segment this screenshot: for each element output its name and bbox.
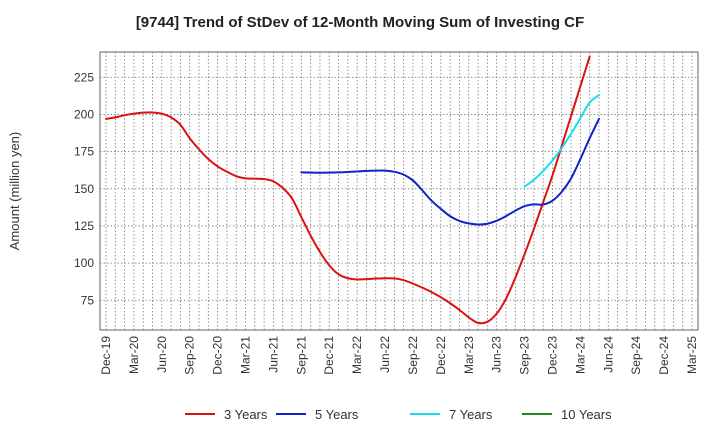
x-tick-label: Sep-21 [294,336,308,375]
x-tick-label: Jun-23 [490,336,504,373]
x-tick-label: Sep-20 [183,336,197,375]
y-tick-label: 175 [74,145,94,159]
series-line-5-years [300,117,600,226]
y-tick-label: 150 [74,182,94,196]
y-tick-label: 125 [74,219,94,233]
x-tick-label: Jun-21 [266,336,280,373]
y-axis-ticks: 75 100 125 150 175 200 225 [74,70,94,307]
x-tick-label: Jun-22 [378,336,392,373]
x-tick-label: Mar-22 [350,336,364,374]
series-line-7-years [523,94,600,188]
x-tick-label: Jun-20 [155,336,169,373]
y-tick-label: 100 [74,256,94,270]
grid-layer [100,52,698,330]
x-tick-label: Dec-23 [545,336,559,375]
y-tick-label: 75 [81,293,95,307]
plot-frame [99,51,699,331]
x-tick-label: Mar-24 [573,336,587,374]
chart-title: [9744] Trend of StDev of 12-Month Moving… [135,14,585,31]
x-tick-label: Sep-22 [406,336,420,375]
x-tick-label: Sep-23 [518,336,532,375]
x-axis-ticks: Dec-19 Mar-20 Jun-20 Sep-20 Dec-20 Mar-21 Jun-… [99,336,699,375]
legend-label-7-years: 7 Years [449,407,493,422]
series-layer [105,55,600,325]
y-tick-label: 225 [74,70,94,84]
x-tick-label: Dec-22 [434,336,448,375]
y-tick-label: 200 [74,107,94,121]
x-tick-label: Sep-24 [629,336,643,375]
x-tick-label: Mar-21 [239,336,253,374]
x-tick-label: Dec-20 [211,336,225,375]
x-tick-label: Dec-24 [657,336,671,375]
x-tick-label: Mar-20 [127,336,141,374]
x-tick-label: Mar-23 [462,336,476,374]
y-axis-title: Amount (million yen) [7,132,22,251]
legend: 3 Years 5 Years 7 Years 10 Years [185,407,612,422]
x-tick-label: Dec-19 [99,336,113,375]
series-line-3-years [105,55,591,325]
x-tick-label: Jun-24 [601,336,615,373]
legend-label-10-years: 10 Years [561,407,612,422]
x-tick-label: Mar-25 [685,336,699,374]
legend-label-3-years: 3 Years [224,407,268,422]
legend-label-5-years: 5 Years [315,407,359,422]
x-tick-label: Dec-21 [322,336,336,375]
